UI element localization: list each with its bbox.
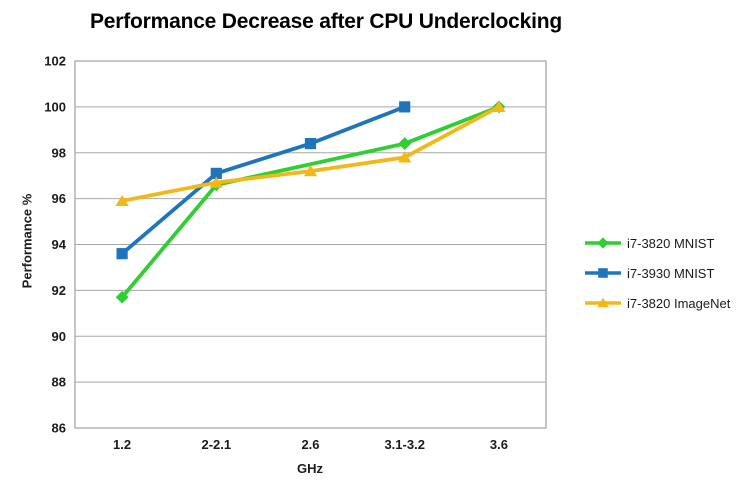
- legend-triangle-icon: [585, 295, 621, 311]
- y-tick-label: 96: [52, 191, 66, 206]
- triangle-marker: [492, 100, 506, 112]
- triangle-marker: [398, 151, 412, 163]
- x-tick-label: 2.6: [301, 437, 319, 452]
- y-tick-label: 94: [52, 237, 67, 252]
- diamond-marker: [398, 137, 412, 150]
- legend-label: i7-3820 ImageNet: [627, 295, 731, 311]
- legend-item-i7-3820-mnist: i7-3820 MNIST: [585, 228, 730, 258]
- series-line-square: [120, 104, 407, 256]
- legend-diamond-icon: [585, 235, 621, 251]
- legend-label: i7-3820 MNIST: [627, 235, 715, 251]
- y-tick-label: 90: [52, 329, 66, 344]
- x-tick-label: 2-2.1: [201, 437, 231, 452]
- square-marker: [399, 101, 411, 113]
- y-tick-label: 102: [44, 54, 66, 69]
- square-marker: [116, 248, 128, 260]
- y-tick-label: 92: [52, 283, 66, 298]
- triangle-marker: [209, 176, 223, 188]
- legend-item-i7-3820-imagenet: i7-3820 ImageNet: [585, 288, 730, 318]
- y-tick-label: 98: [52, 145, 66, 160]
- x-tick-label: 1.2: [113, 437, 131, 452]
- square-marker: [304, 137, 317, 150]
- y-axis-title: Performance %: [19, 193, 35, 289]
- y-tick-label: 88: [52, 375, 66, 390]
- y-tick-label: 86: [52, 421, 66, 436]
- legend-label: i7-3930 MNIST: [627, 265, 715, 281]
- chart-title: Performance Decrease after CPU Undercloc…: [89, 10, 563, 33]
- triangle-marker: [303, 165, 318, 177]
- plot-border: [74, 60, 547, 429]
- y-tick-label: 100: [44, 99, 66, 114]
- legend: i7-3820 MNIST i7-3930 MNIST i7-3820 Imag…: [585, 228, 730, 318]
- x-axis-title: GHz: [297, 461, 323, 476]
- series-line-diamond: [120, 104, 501, 300]
- square-marker: [210, 167, 222, 179]
- x-tick-label: 3.1-3.2: [384, 437, 424, 452]
- legend-item-i7-3930-mnist: i7-3930 MNIST: [585, 258, 730, 288]
- diamond-marker: [115, 290, 129, 304]
- x-tick-label: 3.6: [490, 437, 508, 452]
- legend-square-icon: [585, 265, 621, 281]
- series-line-triangle: [120, 104, 501, 203]
- triangle-marker: [115, 194, 129, 207]
